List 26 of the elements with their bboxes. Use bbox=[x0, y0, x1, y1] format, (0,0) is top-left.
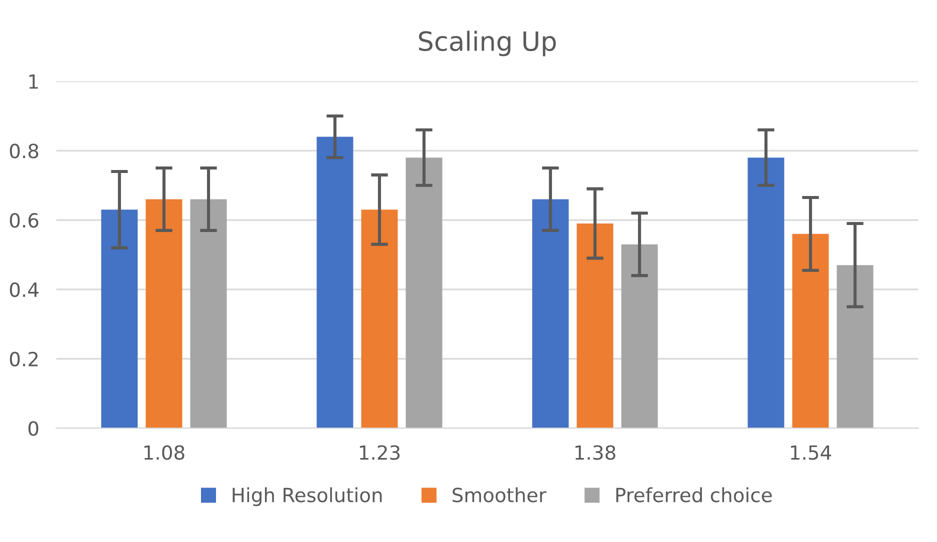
bar bbox=[792, 234, 829, 428]
bar bbox=[836, 265, 874, 428]
bar bbox=[748, 158, 784, 428]
bar bbox=[576, 224, 614, 428]
y-tick-label: 0 bbox=[28, 421, 38, 436]
y-tick-label: 0.4 bbox=[10, 282, 38, 298]
y-tick-label: 0.8 bbox=[10, 144, 38, 158]
bar bbox=[406, 158, 442, 428]
bar bbox=[190, 199, 227, 428]
x-tick-label: 1.08 bbox=[144, 445, 184, 460]
x-tick-label: 1.54 bbox=[790, 445, 832, 460]
x-tick-label: 1.23 bbox=[360, 445, 400, 460]
bar bbox=[621, 244, 658, 428]
legend-label: High Resolution bbox=[232, 487, 382, 506]
bar bbox=[316, 136, 354, 428]
bar bbox=[101, 210, 138, 428]
y-tick-label: 1 bbox=[29, 74, 38, 89]
x-tick-label: 1.38 bbox=[575, 445, 616, 460]
chart-title: Scaling Up bbox=[418, 30, 556, 56]
bar bbox=[361, 210, 398, 428]
legend-label: Preferred choice bbox=[616, 487, 772, 502]
bar bbox=[532, 199, 569, 428]
bar bbox=[146, 199, 182, 428]
legend-label: Smoother bbox=[452, 487, 546, 502]
y-tick-label: 0.6 bbox=[10, 213, 38, 228]
y-tick-label: 0.2 bbox=[10, 352, 38, 366]
